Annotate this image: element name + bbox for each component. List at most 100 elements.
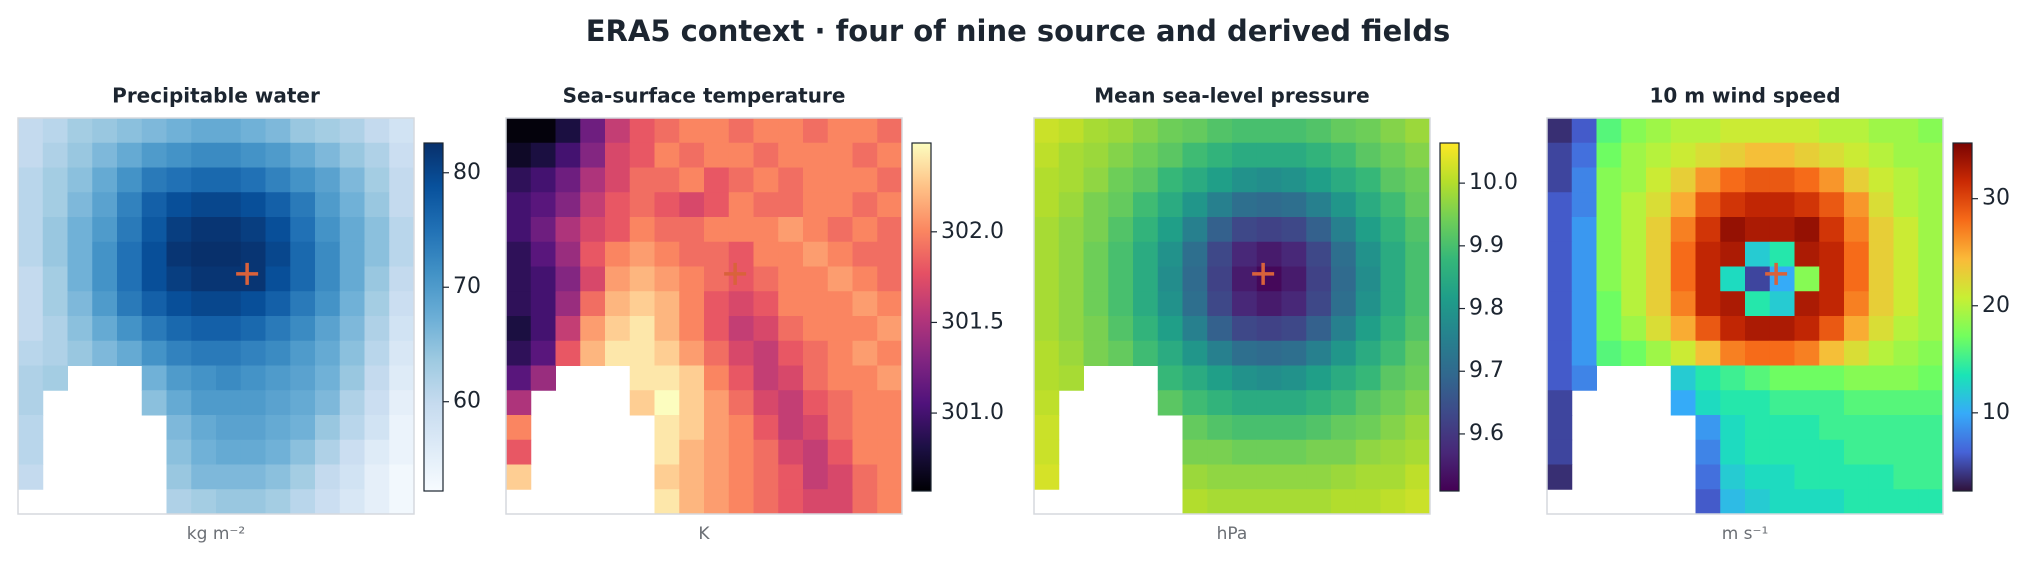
heatmap-cell <box>753 241 779 267</box>
heatmap-cell <box>1034 439 1060 465</box>
heatmap-cell <box>166 291 192 317</box>
heatmap-cell <box>290 118 316 144</box>
heatmap-cell <box>778 241 804 267</box>
heatmap-cell <box>92 291 118 317</box>
heatmap-cell <box>42 217 68 243</box>
heatmap-cell <box>1306 142 1332 168</box>
heatmap-cell <box>827 291 853 317</box>
heatmap-cell <box>1034 464 1060 490</box>
heatmap-cell <box>1571 316 1597 342</box>
heatmap-cell <box>117 291 143 317</box>
heatmap-cell <box>679 390 705 416</box>
heatmap-cell <box>339 142 365 168</box>
heatmap-cell <box>265 316 291 342</box>
heatmap-cell <box>654 464 680 490</box>
heatmap-cell <box>1745 439 1771 465</box>
heatmap-cell <box>315 390 341 416</box>
heatmap-cell <box>1256 217 1282 243</box>
heatmap-cell <box>728 266 754 292</box>
heatmap-cell <box>42 291 68 317</box>
heatmap-cell <box>141 390 167 416</box>
heatmap-cell <box>1405 415 1431 441</box>
heatmap-cell <box>679 489 705 515</box>
heatmap-cell <box>240 390 266 416</box>
heatmap-cell <box>166 266 192 292</box>
heatmap-cell <box>364 266 390 292</box>
heatmap-cell <box>1547 142 1573 168</box>
heatmap-cell <box>1306 489 1332 515</box>
heatmap-cell <box>166 489 192 515</box>
heatmap-cell <box>728 118 754 144</box>
heatmap-cell <box>42 316 68 342</box>
colorbar-tick-label: 10.0 <box>1469 170 1518 195</box>
heatmap-cell <box>1571 142 1597 168</box>
heatmap-cell <box>1893 192 1919 218</box>
heatmap-cell <box>1918 415 1944 441</box>
heatmap-cell <box>1819 316 1845 342</box>
heatmap-cell <box>92 142 118 168</box>
heatmap-cell <box>555 118 581 144</box>
heatmap-cell <box>1306 241 1332 267</box>
heatmap-cell <box>1868 192 1894 218</box>
heatmap-cell <box>1256 390 1282 416</box>
heatmap-cell <box>803 464 829 490</box>
heatmap-cell <box>1819 365 1845 391</box>
heatmap-cell <box>852 464 878 490</box>
heatmap-cell <box>1232 266 1258 292</box>
heatmap-cell <box>216 489 242 515</box>
heatmap-cell <box>1182 489 1208 515</box>
heatmap-cell <box>265 340 291 366</box>
heatmap-cell <box>877 464 903 490</box>
heatmap-cell <box>1281 316 1307 342</box>
heatmap-cell <box>315 217 341 243</box>
heatmap-cell <box>1281 415 1307 441</box>
heatmap-cell <box>778 365 804 391</box>
heatmap-cell <box>191 365 217 391</box>
heatmap-cell <box>1034 390 1060 416</box>
heatmap-cell <box>1133 118 1159 144</box>
heatmap-cell <box>679 291 705 317</box>
colorbar-tick-label: 80 <box>453 160 481 185</box>
heatmap-cell <box>290 217 316 243</box>
heatmap-cell <box>92 316 118 342</box>
heatmap-cell <box>704 439 730 465</box>
heatmap-cell <box>1893 365 1919 391</box>
heatmap-cell <box>1256 192 1282 218</box>
heatmap-cell <box>1405 241 1431 267</box>
heatmap-cell <box>315 489 341 515</box>
heatmap-cell <box>18 217 44 243</box>
heatmap-cell <box>265 365 291 391</box>
heatmap-cell <box>704 365 730 391</box>
heatmap-cell <box>1720 365 1746 391</box>
heatmap-cell <box>166 316 192 342</box>
heatmap-cell <box>1918 192 1944 218</box>
heatmap-cell <box>803 390 829 416</box>
heatmap-cell <box>753 489 779 515</box>
heatmap-cell <box>877 118 903 144</box>
heatmap-cell <box>803 167 829 193</box>
heatmap-cell <box>265 241 291 267</box>
heatmap-cell <box>530 340 556 366</box>
heatmap-cell <box>216 390 242 416</box>
heatmap-cell <box>1695 464 1721 490</box>
heatmap-cell <box>1058 192 1084 218</box>
heatmap-cell <box>679 241 705 267</box>
heatmap-cell <box>1695 340 1721 366</box>
heatmap-cell <box>629 192 655 218</box>
heatmap-cell <box>265 390 291 416</box>
heatmap-cell <box>1547 241 1573 267</box>
heatmap-cell <box>389 390 415 416</box>
heatmap-cell <box>1868 340 1894 366</box>
heatmap-cell <box>389 316 415 342</box>
panel-frame <box>1033 117 1431 515</box>
heatmap-cell <box>778 316 804 342</box>
heatmap-cell <box>629 167 655 193</box>
heatmap-cell <box>1621 340 1647 366</box>
heatmap-cell <box>1380 340 1406 366</box>
heatmap-cell <box>1794 217 1820 243</box>
heatmap-cell <box>1083 291 1109 317</box>
heatmap-cell <box>166 365 192 391</box>
heatmap-cell <box>704 266 730 292</box>
heatmap-cell <box>216 266 242 292</box>
heatmap-cell <box>1819 118 1845 144</box>
